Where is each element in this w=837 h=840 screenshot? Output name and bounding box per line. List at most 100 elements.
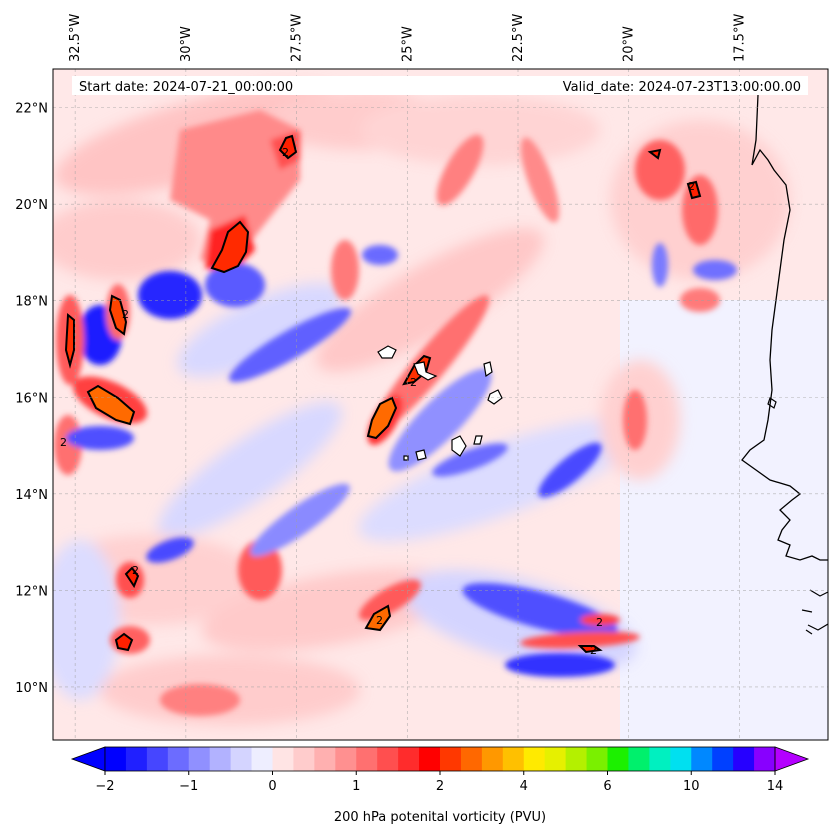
island-sal: [487, 389, 503, 405]
island-sao-vicente: [413, 361, 438, 381]
colorbar-swatch: [314, 747, 336, 771]
contour-west-oval: [86, 384, 136, 426]
contour-east-1: [647, 148, 662, 160]
latitude-tick-label: 18°N: [15, 295, 48, 310]
latitude-tick-label: 20°N: [15, 198, 48, 213]
contour-west-strip: [64, 312, 75, 369]
pv-field-broad: [53, 85, 790, 725]
contour-south-4: [577, 645, 603, 654]
contour-label: 2: [60, 436, 67, 449]
colorbar-swatch: [565, 747, 588, 771]
colorbar-swatch: [481, 747, 504, 771]
colorbar-swatch: [649, 747, 671, 771]
colorbar-tick-label: 2: [436, 779, 444, 794]
colorbar-title: 200 hPa potenital vorticity (PVU): [334, 810, 546, 825]
colorbar-swatch: [272, 747, 294, 771]
latitude-tick-labels: 22°N 20°N 18°N 16°N 14°N 12°N 10°N: [15, 102, 48, 696]
colorbar-tick-label: 0: [268, 779, 276, 794]
colorbar-under-arrow: [70, 746, 106, 772]
longitude-tick-label: 22.5°W: [511, 14, 526, 62]
colorbar-tick-labels: −2 −1 0 1 2 4 6 10 14: [95, 771, 783, 794]
colorbar-tick-label: −2: [95, 779, 114, 794]
colorbar-swatch: [670, 747, 692, 771]
longitude-tick-label: 30°W: [179, 26, 194, 62]
contour-south-3: [124, 566, 140, 589]
longitude-tick-label: 32.5°W: [68, 14, 83, 62]
contour-label: 2: [410, 376, 417, 389]
colorbar-tick-label: 1: [352, 779, 360, 794]
colorbar-swatch: [188, 747, 211, 771]
colorbar-swatch: [377, 747, 399, 771]
longitude-tick-label: 17.5°W: [732, 14, 747, 62]
colorbar-swatch: [712, 747, 734, 771]
african-coastline: [741, 94, 828, 561]
cape-verde-islands: [377, 345, 503, 461]
colorbar-swatch: [167, 747, 190, 771]
colorbar-swatch: [105, 747, 127, 771]
contour-label: 2: [282, 146, 289, 159]
colorbar-swatch: [460, 747, 483, 771]
colorbar-swatch: [251, 747, 273, 771]
colorbar-swatch: [544, 747, 567, 771]
colorbar: [70, 746, 810, 772]
colorbar-swatch: [356, 747, 378, 771]
contour-nw-lobe: [210, 220, 250, 274]
contour-south-2: [114, 632, 134, 652]
gridlines: [53, 69, 828, 740]
contour-north-top: [278, 134, 298, 160]
latitude-tick-label: 12°N: [15, 584, 48, 599]
colorbar-swatch: [419, 747, 441, 771]
map-panel: 2 2 2 2 2 2 2 2 2: [53, 69, 828, 740]
latitude-tick-label: 10°N: [15, 681, 48, 696]
colorbar-swatch: [607, 747, 629, 771]
contour-east-2: [686, 180, 702, 200]
contour-label: 2: [132, 564, 139, 577]
dakar-peninsula: [767, 397, 777, 409]
longitude-tick-label: 27.5°W: [290, 14, 305, 62]
colorbar-swatch: [230, 747, 253, 771]
contour-labels: 2 2 2 2 2 2 2 2 2: [60, 146, 695, 657]
contour-label: 2: [376, 614, 383, 627]
map-frame: [52, 68, 829, 741]
colorbar-tick-label: 4: [520, 779, 528, 794]
longitude-tick-label: 25°W: [400, 26, 415, 62]
colorbar-tick-label: −1: [179, 779, 198, 794]
contour-label: 2: [590, 644, 597, 657]
colorbar-swatch: [586, 747, 608, 771]
contour-west-small: [108, 294, 128, 336]
colorbar-swatch: [754, 747, 776, 771]
start-date-label: Start date: 2024-07-21_00:00:00: [79, 80, 293, 95]
contour-central: [366, 396, 398, 440]
latitude-tick-label: 14°N: [15, 488, 48, 503]
colorbar-swatch: [335, 747, 357, 771]
island-santo-antao: [377, 345, 397, 359]
island-boa-vista: [451, 435, 467, 457]
valid-date-label: Valid_date: 2024-07-23T13:00:00.00: [563, 80, 801, 95]
colorbar-swatch: [293, 747, 315, 771]
colorbar-swatch: [733, 747, 755, 771]
colorbar-swatch: [398, 747, 420, 771]
island-sao-nicolau: [483, 361, 493, 378]
colorbar-tick-label: 14: [767, 779, 784, 794]
colorbar-tick-label: 10: [683, 779, 700, 794]
contour-label: 2: [596, 616, 603, 629]
colorbar-swatch: [146, 747, 169, 771]
colorbar-swatch: [209, 747, 232, 771]
colorbar-over-arrow: [774, 746, 810, 772]
colorbar-swatch: [440, 747, 462, 771]
contour-label: 2: [122, 308, 129, 321]
longitude-tick-labels: 32.5°W 30°W 27.5°W 25°W 22.5°W 20°W 17.5°W: [68, 14, 747, 62]
island-fogo: [415, 449, 427, 461]
longitude-tick-label: 20°W: [622, 26, 637, 62]
latitude-tick-label: 22°N: [15, 102, 48, 117]
date-banner: [72, 76, 808, 95]
colorbar-swatch: [502, 747, 525, 771]
contour-south-1: [364, 604, 392, 632]
coast-west-africa-islands: [801, 589, 828, 635]
colorbar-swatch: [628, 747, 650, 771]
contour-label: 2: [688, 180, 695, 193]
colorbar-swatch: [523, 747, 546, 771]
latitude-tick-label: 16°N: [15, 391, 48, 406]
